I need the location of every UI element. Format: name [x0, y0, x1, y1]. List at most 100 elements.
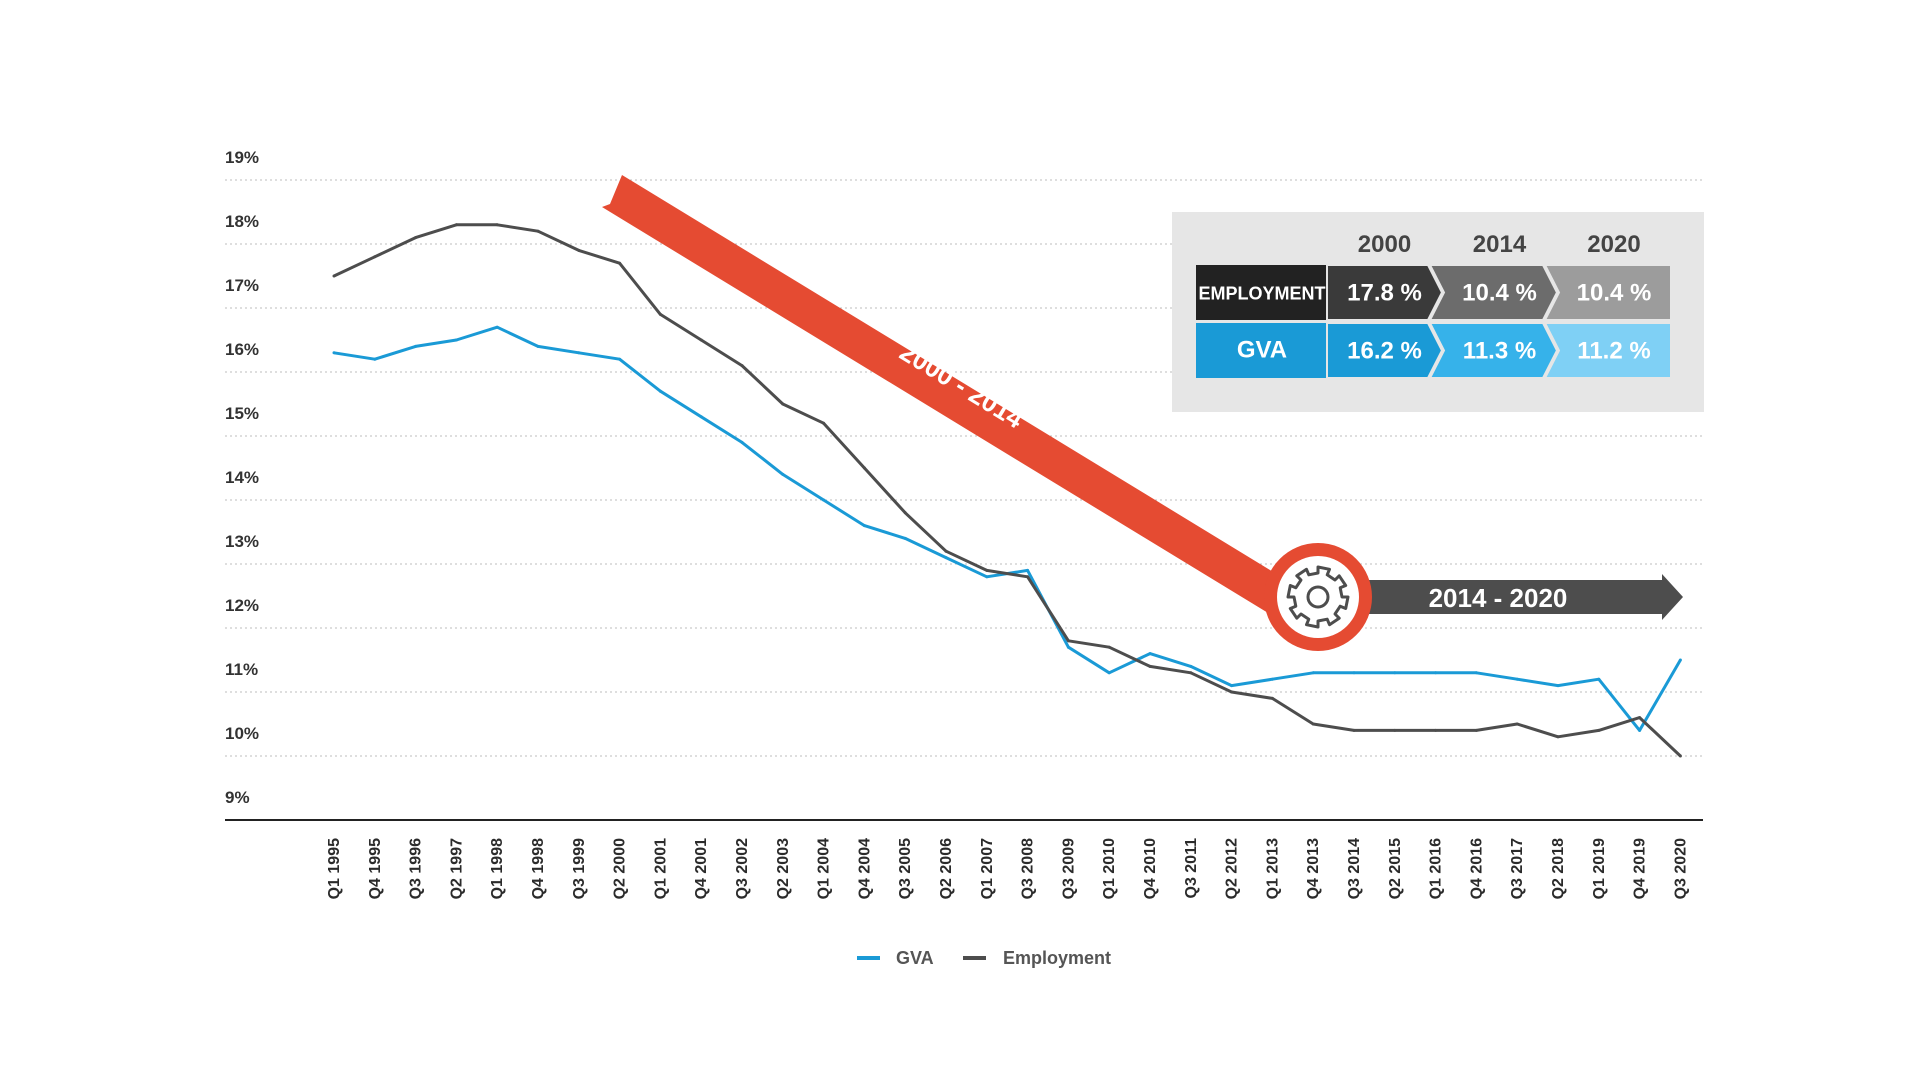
- data-point-gva: [1230, 684, 1234, 688]
- data-point-gva: [1597, 677, 1601, 681]
- data-point-gva: [658, 389, 662, 393]
- data-point-employment: [1107, 645, 1111, 649]
- x-tick-label: Q4 2019: [1632, 838, 1649, 899]
- legend-gva-label: GVA: [896, 948, 934, 968]
- table-value: 16.2 %: [1347, 338, 1422, 365]
- x-tick-label: Q4 2010: [1142, 838, 1159, 899]
- table-value-cell: [1428, 322, 1559, 379]
- data-point-employment: [1189, 671, 1193, 675]
- summary-table: 2000 2014 2020 EMPLOYMENT 17.8 % 10.4 % 10.4 %…: [1172, 212, 1704, 412]
- data-point-gva: [1311, 671, 1315, 675]
- table-value-cell: [1326, 322, 1444, 379]
- x-tick-label: Q3 2008: [1020, 838, 1037, 899]
- data-point-gva: [1107, 671, 1111, 675]
- data-point-employment: [1434, 728, 1438, 732]
- data-point-gva: [862, 524, 866, 528]
- x-tick-label: Q3 1996: [408, 838, 425, 899]
- data-point-gva: [1189, 664, 1193, 668]
- data-point-gva: [699, 415, 703, 419]
- table-value: 10.4 %: [1462, 280, 1537, 307]
- data-point-gva: [781, 472, 785, 476]
- legend-employment-label: Employment: [1003, 948, 1111, 968]
- x-tick-label: Q4 1995: [367, 838, 384, 899]
- data-point-employment: [658, 312, 662, 316]
- x-tick-label: Q3 2017: [1509, 838, 1526, 899]
- data-point-gva: [1556, 684, 1560, 688]
- data-point-gva: [1352, 671, 1356, 675]
- table-value-cell: [1326, 264, 1444, 321]
- x-tick-label: Q1 2013: [1264, 838, 1281, 899]
- y-tick-label: 13%: [225, 532, 259, 551]
- data-point-employment: [985, 568, 989, 572]
- data-point-employment: [862, 466, 866, 470]
- x-tick-label: Q3 2002: [734, 838, 751, 899]
- x-tick-label: Q1 2016: [1428, 838, 1445, 899]
- x-tick-label: Q4 2013: [1305, 838, 1322, 899]
- table-body: 2000 2014 2020 EMPLOYMENT 17.8 % 10.4 % 10.4 %…: [1196, 231, 1672, 379]
- data-point-employment: [822, 421, 826, 425]
- data-point-gva: [1638, 728, 1642, 732]
- x-tick-label: Q3 2005: [897, 838, 914, 899]
- table-year-header: 2014: [1473, 231, 1527, 258]
- data-point-gva: [822, 498, 826, 502]
- data-point-employment: [536, 229, 540, 233]
- table-row-label: GVA: [1237, 337, 1287, 364]
- x-tick-label: Q1 1998: [489, 838, 506, 899]
- y-tick-label: 18%: [225, 212, 259, 231]
- data-point-employment: [1678, 754, 1682, 758]
- table-year-header: 2000: [1358, 231, 1411, 258]
- y-tick-label: 15%: [225, 404, 259, 423]
- table-row-header-cell: [1196, 265, 1328, 320]
- x-tick-label: Q3 2009: [1060, 838, 1077, 899]
- data-point-gva: [577, 351, 581, 355]
- x-tick-label: Q1 2019: [1591, 838, 1608, 899]
- x-tick-label: Q4 1998: [530, 838, 547, 899]
- y-tick-label: 12%: [225, 596, 259, 615]
- data-point-employment: [1597, 728, 1601, 732]
- x-tick-label: Q1 1995: [326, 838, 343, 899]
- data-point-employment: [1230, 690, 1234, 694]
- data-point-employment: [740, 364, 744, 368]
- x-tick-label: Q3 2020: [1672, 838, 1689, 899]
- data-point-gva: [1474, 671, 1478, 675]
- x-tick-label: Q4 2016: [1468, 838, 1485, 899]
- x-tick-label: Q2 2018: [1550, 838, 1567, 899]
- x-tick-label: Q4 2001: [693, 838, 710, 899]
- y-tick-label: 16%: [225, 340, 259, 359]
- y-tick-label: 19%: [225, 148, 259, 167]
- x-tick-label: Q1 2007: [979, 838, 996, 899]
- red-arrow-shape: [602, 175, 1316, 630]
- table-value: 17.8 %: [1347, 280, 1422, 307]
- table-row-label: EMPLOYMENT: [1198, 284, 1325, 304]
- data-point-employment: [781, 402, 785, 406]
- legend: GVA Employment: [857, 948, 1111, 968]
- data-point-employment: [1393, 728, 1397, 732]
- x-tick-label: Q2 2000: [612, 838, 629, 899]
- data-point-gva: [903, 536, 907, 540]
- x-tick-label: Q2 2015: [1387, 838, 1404, 899]
- data-point-employment: [1066, 639, 1070, 643]
- data-point-employment: [577, 248, 581, 252]
- y-axis: 19% 18% 17% 16% 15% 14% 13% 12% 11% 10% 9%: [225, 148, 259, 807]
- table-value-cell: [1543, 322, 1672, 379]
- grey-arrow-shape: [1330, 574, 1683, 620]
- data-point-gva: [536, 344, 540, 348]
- x-tick-label: Q3 1999: [571, 838, 588, 899]
- table-row-header-cell: [1196, 323, 1328, 378]
- data-point-employment: [1515, 722, 1519, 726]
- table-value-cell: [1543, 264, 1672, 321]
- data-point-employment: [618, 261, 622, 265]
- table-year-header: 2020: [1587, 231, 1640, 258]
- data-point-employment: [373, 255, 377, 259]
- gear-badge: [1264, 543, 1372, 651]
- x-tick-label: Q2 2012: [1224, 838, 1241, 899]
- data-point-employment: [1270, 696, 1274, 700]
- x-tick-label: Q3 2014: [1346, 838, 1363, 899]
- data-point-employment: [1352, 728, 1356, 732]
- arrow-2014-2020-label: 2014 - 2020: [1429, 583, 1568, 613]
- y-tick-label: 17%: [225, 276, 259, 295]
- x-tick-label: Q2 1997: [448, 838, 465, 899]
- data-point-gva: [332, 351, 336, 355]
